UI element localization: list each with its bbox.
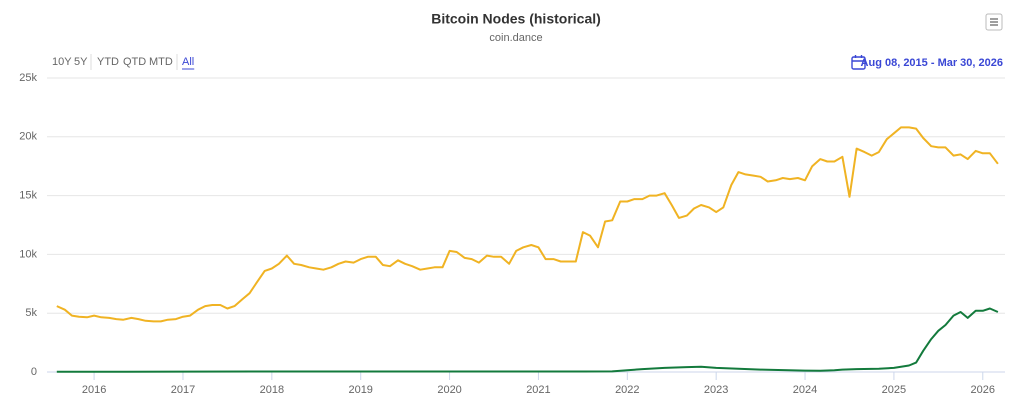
y-tick-label: 25k [19,72,37,84]
x-tick-label: 2016 [82,384,106,396]
y-tick-label: 15k [19,190,37,202]
range-button[interactable]: MTD [149,56,173,68]
range-button[interactable]: QTD [123,56,146,68]
y-tick-label: 10k [19,248,37,260]
calendar-icon[interactable] [851,55,866,70]
range-button[interactable]: All [182,56,194,68]
x-tick-label: 2017 [171,384,195,396]
x-tick-label: 2021 [526,384,550,396]
date-range[interactable]: Aug 08, 2015 - Mar 30, 2026 [861,57,1003,69]
x-tick-label: 2022 [615,384,639,396]
y-tick-label: 0 [31,366,37,378]
series-line [56,307,999,373]
chart-title: Bitcoin Nodes (historical) [431,11,601,27]
series-line [56,126,999,323]
range-button[interactable]: 5Y [74,56,88,68]
x-tick-label: 2023 [704,384,728,396]
x-tick-label: 2020 [437,384,461,396]
range-button[interactable]: 10Y [52,56,72,68]
y-tick-label: 5k [25,307,37,319]
y-tick-label: 20k [19,131,37,143]
x-tick-label: 2024 [793,384,817,396]
x-tick-label: 2026 [971,384,995,396]
menu-button[interactable] [985,13,1003,31]
x-tick-label: 2025 [882,384,906,396]
range-button[interactable]: YTD [97,56,119,68]
menu-icon[interactable] [990,18,998,26]
chart-subtitle: coin.dance [489,32,542,44]
x-tick-label: 2018 [260,384,284,396]
x-tick-label: 2019 [348,384,372,396]
